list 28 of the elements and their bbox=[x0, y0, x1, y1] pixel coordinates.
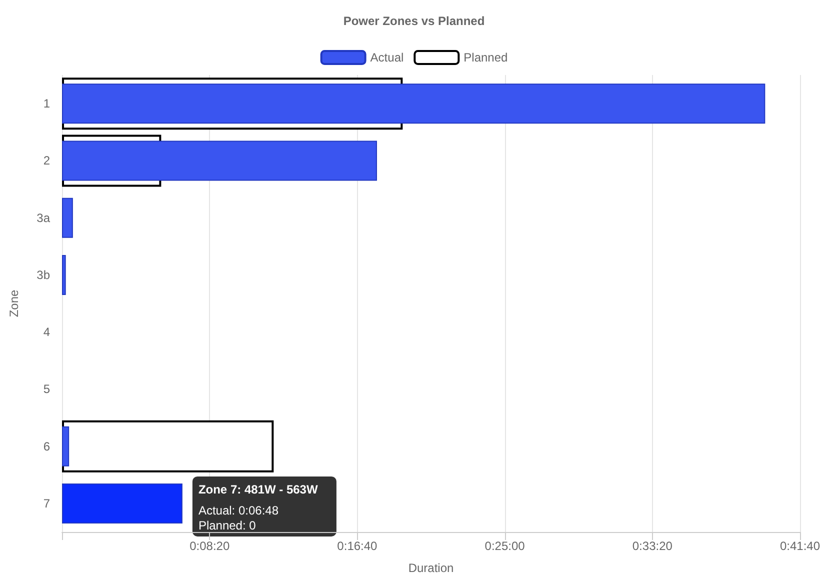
bar bbox=[62, 420, 274, 472]
chart-title: Power Zones vs Planned bbox=[343, 14, 485, 28]
x-tick-label: 0:08:20 bbox=[190, 539, 230, 553]
x-tick-label: 0:41:40 bbox=[780, 539, 820, 553]
bar bbox=[62, 84, 766, 124]
y-tick-label: 3b bbox=[36, 268, 50, 282]
annotation: Zone 7: 481W - 563W bbox=[198, 482, 318, 496]
legend-label: Planned bbox=[464, 50, 508, 64]
y-axis-title: Zone bbox=[7, 290, 21, 318]
bar bbox=[62, 254, 66, 295]
x-axis-title: Duration bbox=[408, 561, 454, 575]
y-tick-label: 6 bbox=[43, 439, 50, 454]
annotation: Planned: 0 bbox=[198, 518, 256, 532]
y-tick-label: 1 bbox=[43, 96, 50, 111]
y-tick-label: 5 bbox=[43, 382, 50, 396]
annotation: Actual: 0:06:48 bbox=[198, 503, 279, 518]
y-tick-label: 2 bbox=[43, 154, 50, 168]
bar bbox=[62, 198, 73, 238]
y-tick-label: 3a bbox=[36, 210, 50, 225]
bar bbox=[62, 483, 182, 524]
y-tick-label: 7 bbox=[43, 496, 50, 510]
legend-label: Actual bbox=[370, 50, 404, 64]
x-tick-label: 0:33:20 bbox=[632, 539, 673, 553]
bar bbox=[62, 426, 70, 466]
x-tick-label: 0:25:00 bbox=[484, 539, 526, 553]
x-tick-label: 0:16:40 bbox=[337, 539, 378, 553]
bar bbox=[62, 140, 377, 181]
y-tick-label: 4 bbox=[43, 325, 50, 340]
